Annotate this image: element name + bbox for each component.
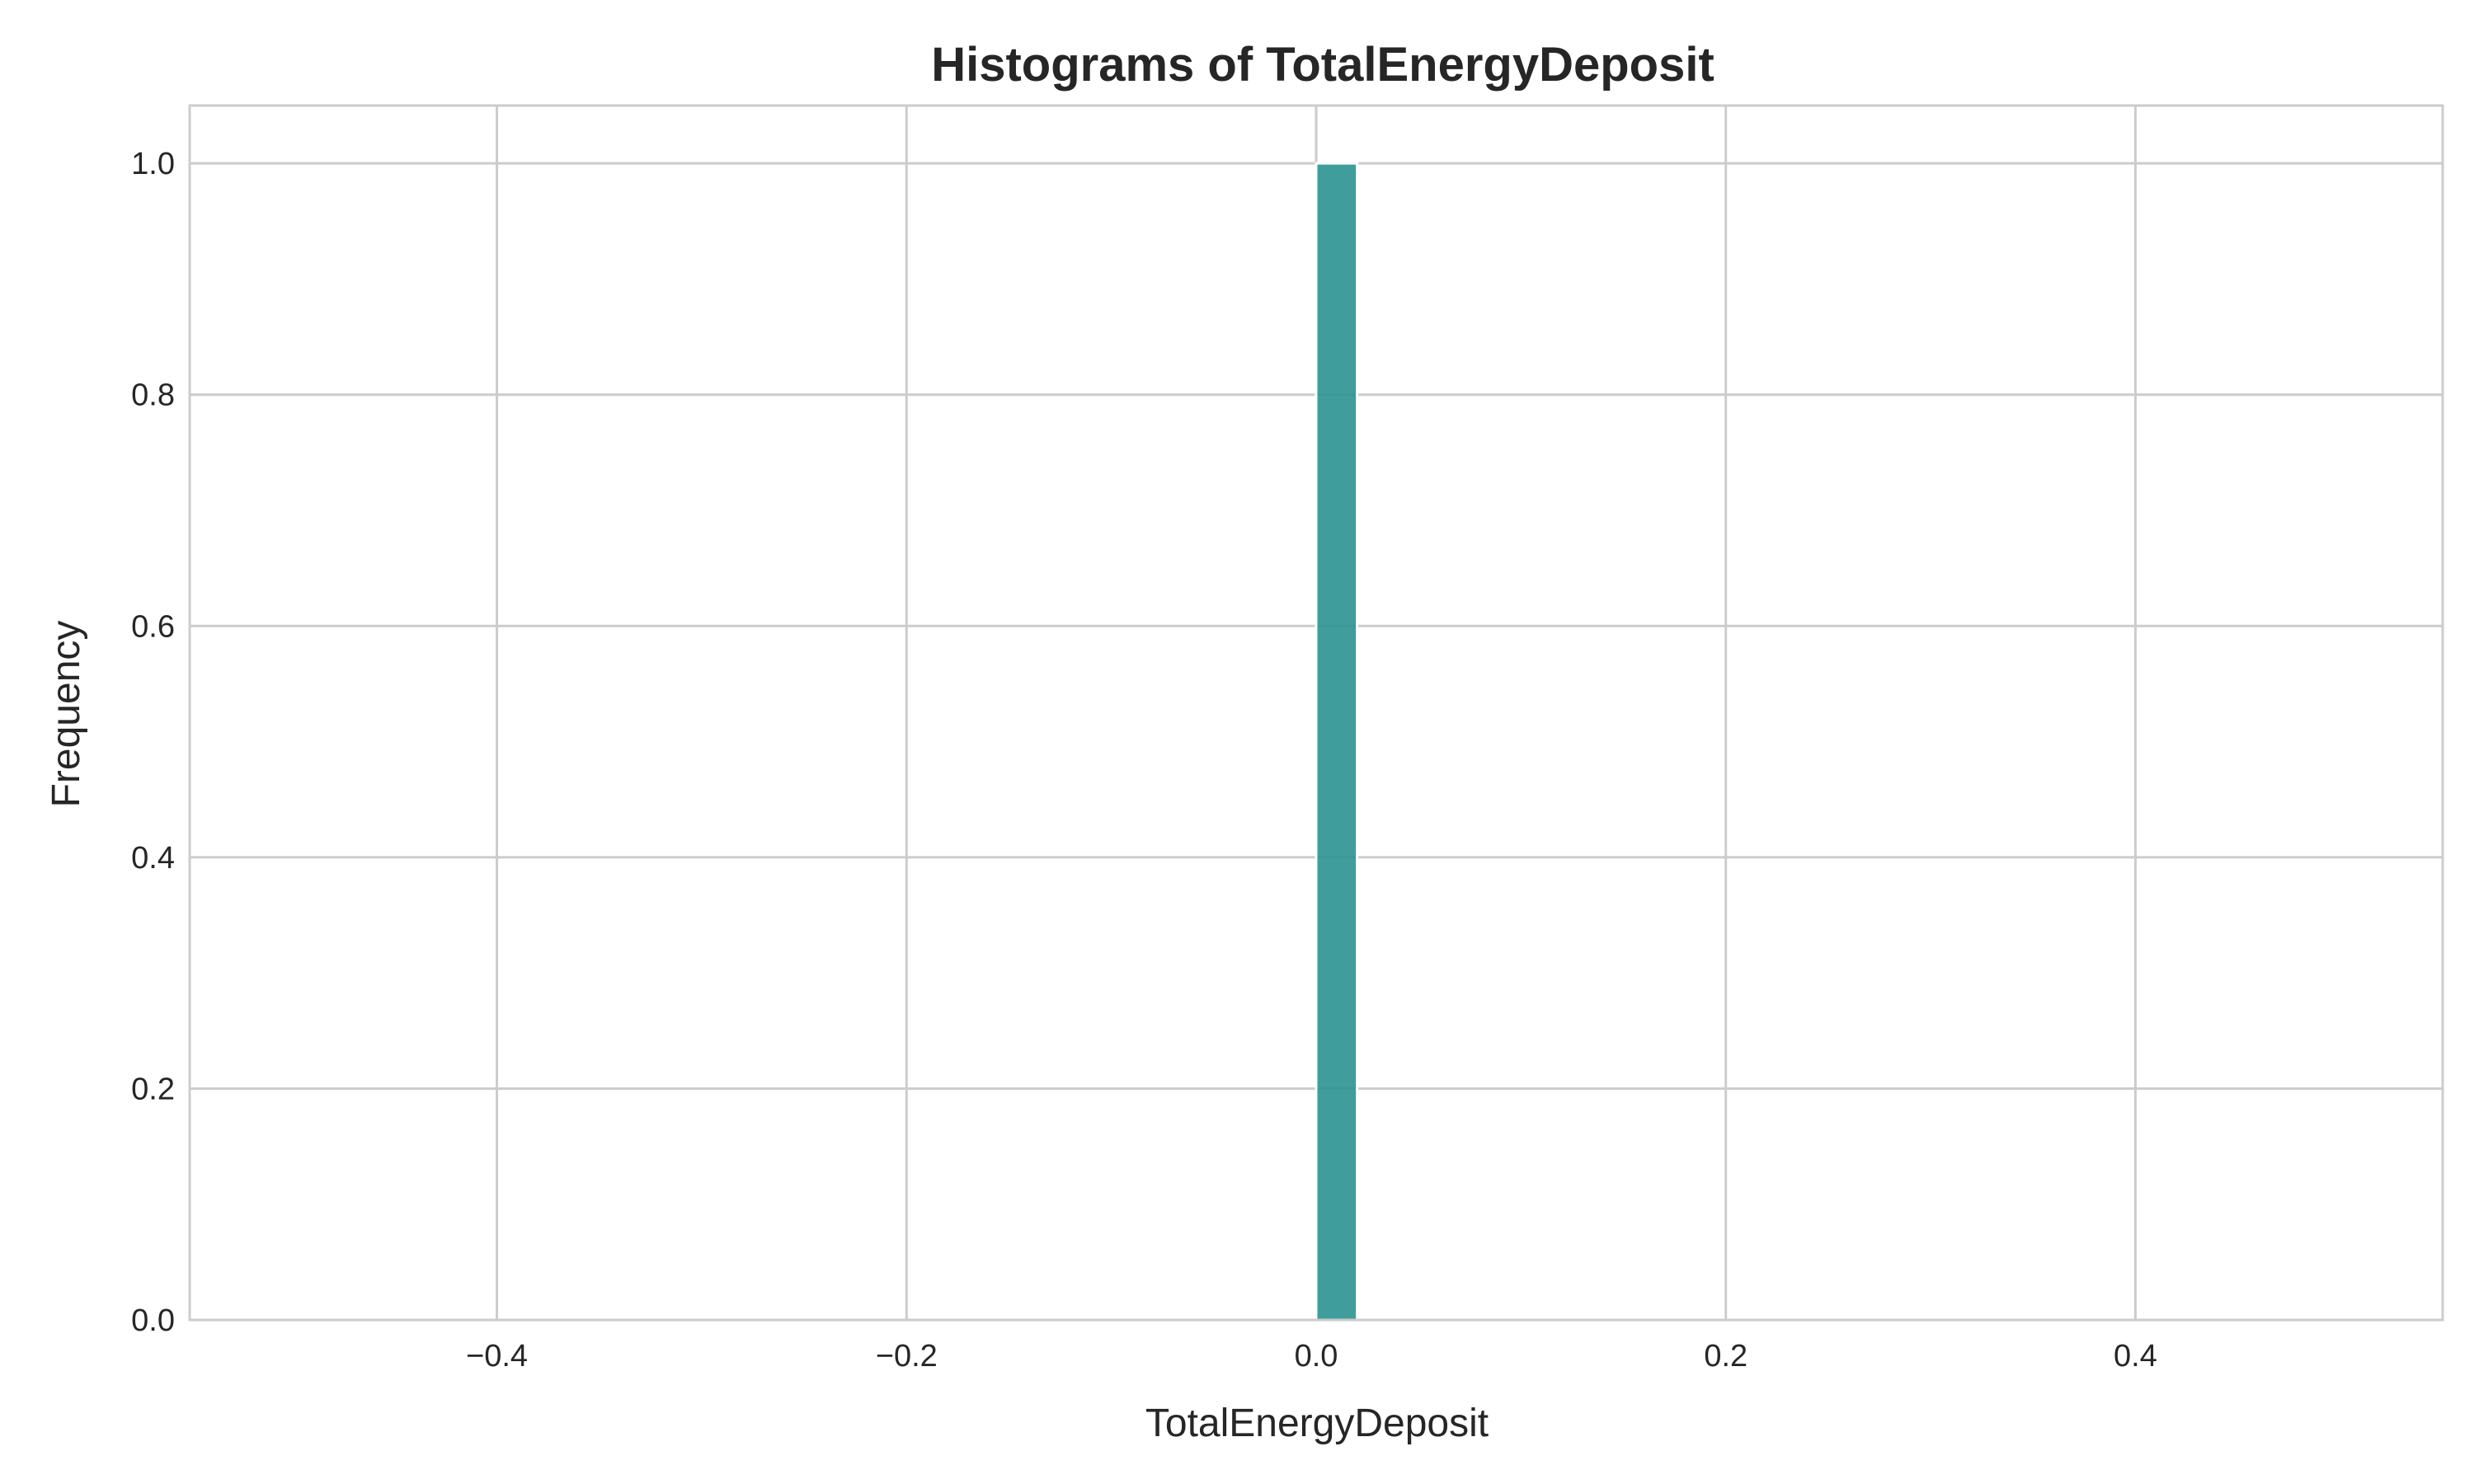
chart-title: Histograms of TotalEnergyDeposit bbox=[931, 38, 1714, 92]
x-tick-labels: −0.4 −0.2 0.0 0.2 0.4 bbox=[466, 1339, 2157, 1374]
y-tick-label: 1.0 bbox=[131, 147, 175, 181]
y-axis-label: Frequency bbox=[45, 621, 88, 808]
y-tick-label: 0.4 bbox=[131, 841, 175, 876]
y-tick-labels: 0.0 0.2 0.4 0.6 0.8 1.0 bbox=[131, 147, 175, 1338]
y-tick-label: 0.2 bbox=[131, 1072, 175, 1106]
x-tick-label: 0.0 bbox=[1295, 1339, 1338, 1374]
histogram-bar bbox=[1315, 162, 1359, 1322]
histogram-bars bbox=[1315, 162, 1359, 1322]
x-tick-label: −0.2 bbox=[876, 1339, 938, 1374]
x-axis-label: TotalEnergyDeposit bbox=[1145, 1402, 1489, 1445]
y-tick-label: 0.0 bbox=[131, 1303, 175, 1338]
plot-frame bbox=[188, 104, 2444, 1322]
y-tick-label: 0.6 bbox=[131, 609, 175, 644]
x-tick-label: 0.2 bbox=[1704, 1339, 1747, 1374]
y-tick-label: 0.8 bbox=[131, 378, 175, 413]
x-tick-label: −0.4 bbox=[466, 1339, 528, 1374]
x-tick-label: 0.4 bbox=[2114, 1339, 2157, 1374]
